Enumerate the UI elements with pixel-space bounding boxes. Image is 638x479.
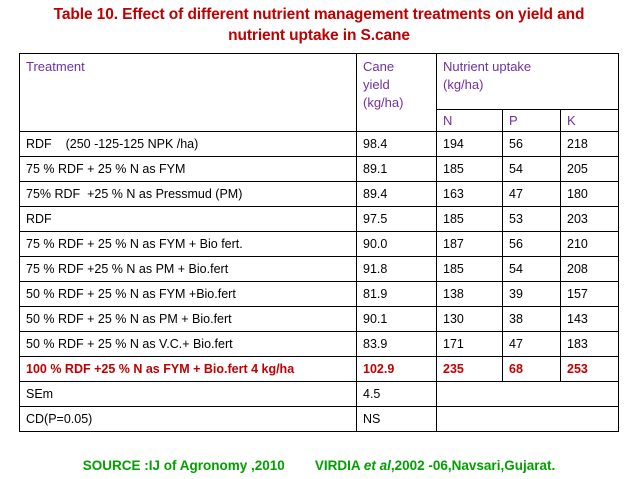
k-cell: 210 xyxy=(560,231,619,257)
nutrient-uptake-header: Nutrient uptake (kg/ha) xyxy=(436,53,619,110)
n-cell: 130 xyxy=(436,306,503,332)
cd-label: CD(P=0.05) xyxy=(19,406,357,432)
cane-yield-header-line-3: (kg/ha) xyxy=(363,95,404,110)
n-cell: 185 xyxy=(436,156,503,182)
k-header: K xyxy=(560,109,619,132)
slide-title: Table 10. Effect of different nutrient m… xyxy=(0,4,638,46)
yield-cell: 89.4 xyxy=(356,181,437,207)
yield-cell: 98.4 xyxy=(356,131,437,157)
nutrient-uptake-header-line-1: Nutrient uptake xyxy=(443,59,532,74)
k-cell: 183 xyxy=(560,331,619,357)
table-row: RDF (250 -125-125 NPK /ha) 98.4 194 56 2… xyxy=(19,131,619,157)
treatment-cell: 75 % RDF + 25 % N as FYM + Bio fert. xyxy=(19,231,357,257)
k-cell: 143 xyxy=(560,306,619,332)
header-row: Treatment Cane yield (kg/ha) Nutrient up… xyxy=(19,53,619,132)
n-cell: 171 xyxy=(436,331,503,357)
table-row: 50 % RDF + 25 % N as PM + Bio.fert 90.1 … xyxy=(19,306,619,332)
k-cell: 157 xyxy=(560,281,619,307)
n-header: N xyxy=(436,109,503,132)
treatment-cell: RDF (250 -125-125 NPK /ha) xyxy=(19,131,357,157)
table-row: 75 % RDF +25 % N as PM + Bio.fert 91.8 1… xyxy=(19,256,619,282)
treatment-cell: 50 % RDF + 25 % N as PM + Bio.fert xyxy=(19,306,357,332)
k-cell: 208 xyxy=(560,256,619,282)
table-row: RDF 97.5 185 53 203 xyxy=(19,206,619,232)
k-cell: 253 xyxy=(560,356,619,382)
p-cell: 56 xyxy=(502,131,561,157)
table-row: 50 % RDF + 25 % N as V.C.+ Bio.fert 83.9… xyxy=(19,331,619,357)
p-cell: 56 xyxy=(502,231,561,257)
treatment-cell: 75 % RDF + 25 % N as FYM xyxy=(19,156,357,182)
p-cell: 68 xyxy=(502,356,561,382)
yield-cell: 83.9 xyxy=(356,331,437,357)
sem-label: SEm xyxy=(19,381,357,407)
sem-row: SEm 4.5 xyxy=(19,381,619,407)
source-journal: SOURCE :IJ of Agronomy ,2010 xyxy=(82,458,285,473)
treatment-header: Treatment xyxy=(19,53,357,132)
title-line-1: Table 10. Effect of different nutrient m… xyxy=(53,6,585,23)
table-row: 75 % RDF + 25 % N as FYM + Bio fert. 90.… xyxy=(19,231,619,257)
cane-yield-header-line-2: yield xyxy=(363,77,390,92)
yield-cell: 81.9 xyxy=(356,281,437,307)
treatment-cell: 100 % RDF +25 % N as FYM + Bio.fert 4 kg… xyxy=(19,356,357,382)
n-cell: 235 xyxy=(436,356,503,382)
cd-row: CD(P=0.05) NS xyxy=(19,406,619,432)
n-cell: 187 xyxy=(436,231,503,257)
nutrient-uptake-header-line-2: (kg/ha) xyxy=(443,77,484,92)
k-cell: 205 xyxy=(560,156,619,182)
yield-cell: 89.1 xyxy=(356,156,437,182)
treatment-cell: 50 % RDF + 25 % N as FYM +Bio.fert xyxy=(19,281,357,307)
yield-cell: 97.5 xyxy=(356,206,437,232)
cd-value: NS xyxy=(356,406,437,432)
sem-empty-cell xyxy=(436,381,619,407)
p-cell: 54 xyxy=(502,156,561,182)
p-cell: 39 xyxy=(502,281,561,307)
table-row: 75% RDF +25 % N as Pressmud (PM) 89.4 16… xyxy=(19,181,619,207)
n-cell: 185 xyxy=(436,206,503,232)
n-cell: 185 xyxy=(436,256,503,282)
k-cell: 203 xyxy=(560,206,619,232)
p-cell: 53 xyxy=(502,206,561,232)
treatment-cell: 50 % RDF + 25 % N as V.C.+ Bio.fert xyxy=(19,331,357,357)
source-author: VIRDIA xyxy=(314,458,364,473)
cane-yield-header: Cane yield (kg/ha) xyxy=(356,53,437,132)
n-cell: 194 xyxy=(436,131,503,157)
cd-empty-cell xyxy=(436,406,619,432)
treatment-cell: 75 % RDF +25 % N as PM + Bio.fert xyxy=(19,256,357,282)
highlighted-table-row: 100 % RDF +25 % N as FYM + Bio.fert 4 kg… xyxy=(19,356,619,382)
table-row: 75 % RDF + 25 % N as FYM 89.1 185 54 205 xyxy=(19,156,619,182)
cane-yield-header-line-1: Cane xyxy=(363,59,395,74)
yield-cell: 91.8 xyxy=(356,256,437,282)
source-details: ,2002 -06,Navsari,Gujarat. xyxy=(390,458,556,473)
k-cell: 180 xyxy=(560,181,619,207)
subheader-row: N P K xyxy=(20,109,619,132)
yield-cell: 90.0 xyxy=(356,231,437,257)
yield-cell: 90.1 xyxy=(356,306,437,332)
source-et-al: et al xyxy=(363,458,391,473)
p-cell: 38 xyxy=(502,306,561,332)
results-table: Treatment Cane yield (kg/ha) Nutrient up… xyxy=(19,53,619,432)
n-cell: 163 xyxy=(436,181,503,207)
sem-value: 4.5 xyxy=(356,381,437,407)
yield-cell: 102.9 xyxy=(356,356,437,382)
treatment-cell: 75% RDF +25 % N as Pressmud (PM) xyxy=(19,181,357,207)
p-cell: 47 xyxy=(502,331,561,357)
treatment-cell: RDF xyxy=(19,206,357,232)
table-row: 50 % RDF + 25 % N as FYM +Bio.fert 81.9 … xyxy=(19,281,619,307)
p-cell: 47 xyxy=(502,181,561,207)
p-cell: 54 xyxy=(502,256,561,282)
p-header: P xyxy=(502,109,561,132)
title-line-2: nutrient uptake in S.cane xyxy=(228,27,410,44)
k-cell: 218 xyxy=(560,131,619,157)
source-citation: SOURCE :IJ of Agronomy ,2010 VIRDIA et al… xyxy=(0,458,638,473)
n-cell: 138 xyxy=(436,281,503,307)
